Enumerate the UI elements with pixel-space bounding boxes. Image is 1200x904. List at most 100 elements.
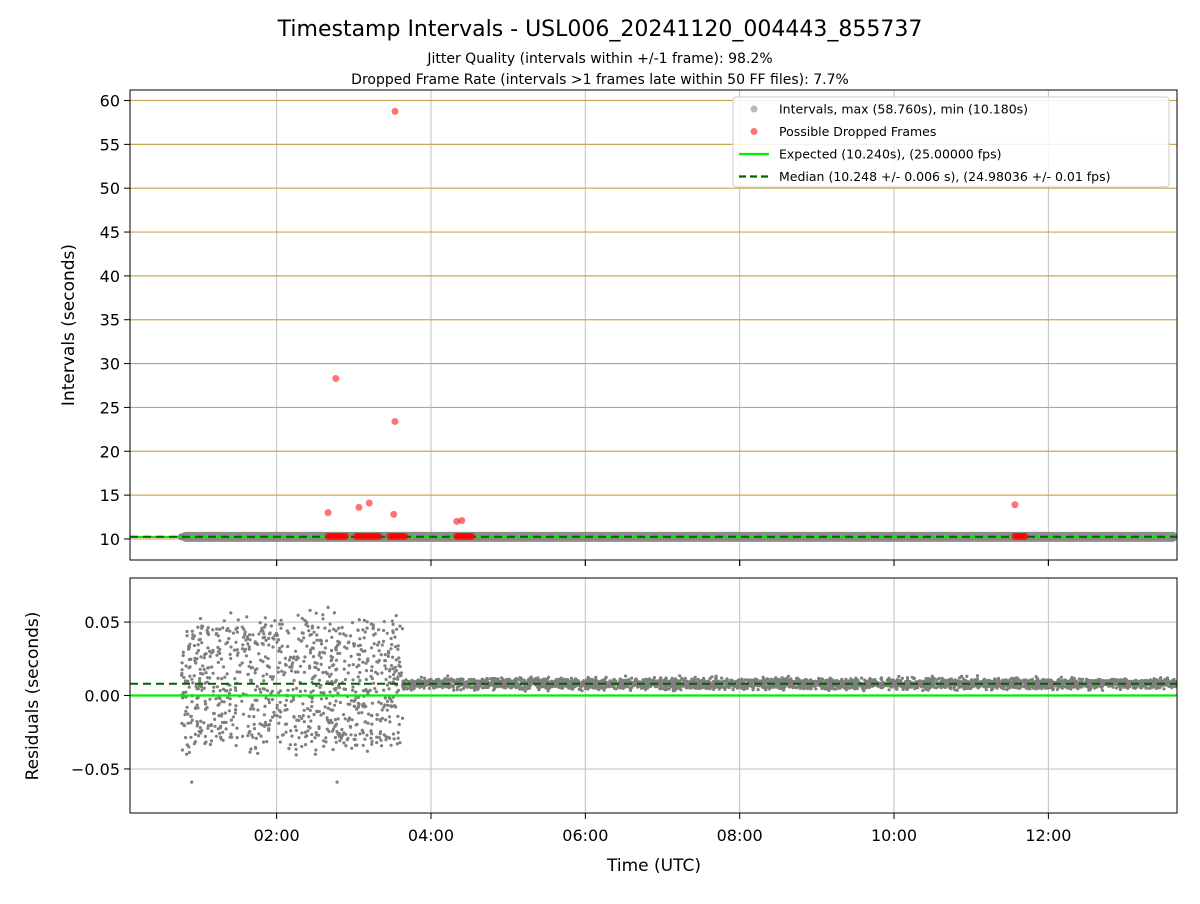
residual-point — [363, 704, 367, 708]
residual-point — [344, 634, 348, 638]
residual-point — [305, 644, 309, 648]
residual-point — [264, 696, 268, 700]
residual-point — [307, 715, 311, 719]
residual-point — [310, 739, 314, 744]
residual-point — [446, 677, 450, 682]
residual-point — [874, 680, 878, 684]
residual-point — [394, 614, 398, 618]
residual-point — [263, 655, 268, 659]
residual-point — [315, 633, 319, 637]
residual-point — [259, 658, 263, 662]
residual-point — [340, 727, 344, 732]
residual-point — [203, 681, 207, 685]
residual-point — [310, 695, 314, 700]
residual-point — [270, 715, 275, 719]
residual-point — [310, 732, 314, 737]
residual-point — [199, 731, 203, 735]
legend-entry-label: Possible Dropped Frames — [779, 124, 936, 139]
residual-point — [957, 676, 962, 680]
residual-point — [1081, 677, 1085, 681]
residual-point — [334, 723, 338, 727]
residual-point — [261, 642, 265, 647]
residual-point — [667, 687, 671, 691]
residual-point — [268, 675, 273, 679]
residual-point — [546, 678, 550, 682]
residual-point — [585, 684, 589, 689]
residual-point — [366, 691, 370, 695]
residual-point — [242, 635, 246, 640]
residual-point — [369, 669, 374, 673]
residual-point — [310, 700, 314, 704]
residual-point — [1067, 684, 1071, 688]
residual-point — [992, 684, 996, 688]
residual-point — [306, 707, 310, 711]
residual-point — [334, 658, 339, 662]
intervals-y-tick-label: 10 — [100, 530, 120, 549]
residual-point — [1172, 677, 1176, 682]
residual-point — [231, 723, 235, 727]
residual-point — [953, 688, 957, 692]
residual-point — [351, 678, 355, 682]
residual-point — [190, 677, 194, 681]
residual-point — [395, 742, 399, 746]
residual-point — [193, 706, 198, 711]
residual-point — [324, 740, 328, 744]
residual-point — [895, 684, 899, 689]
residual-point — [308, 726, 312, 730]
residual-point — [254, 746, 258, 751]
residual-point — [998, 684, 1003, 688]
dropped-frame-point — [365, 499, 373, 507]
residual-point — [943, 683, 947, 688]
residual-point — [209, 723, 213, 727]
residual-point — [397, 722, 401, 727]
residual-point — [235, 648, 239, 652]
residual-point — [352, 642, 357, 646]
residual-point — [192, 644, 196, 648]
residual-point — [327, 665, 331, 670]
residual-point — [203, 734, 207, 739]
residual-point — [814, 687, 818, 691]
residual-point — [228, 652, 232, 657]
residual-point — [1003, 679, 1007, 683]
residual-point — [210, 729, 214, 733]
residual-point — [455, 678, 459, 682]
residual-point — [304, 743, 308, 747]
residual-point — [1165, 676, 1170, 680]
dropped-frame-point — [401, 532, 409, 540]
residual-point — [302, 670, 306, 674]
residual-point — [550, 684, 555, 688]
residual-point — [346, 736, 350, 741]
residual-point — [297, 718, 301, 723]
residual-point — [455, 685, 459, 689]
residual-point — [559, 676, 563, 680]
residual-point — [319, 691, 323, 695]
residual-point — [240, 625, 244, 629]
residual-point — [996, 680, 1000, 684]
residual-point — [329, 672, 333, 676]
residual-point — [1076, 681, 1080, 685]
residual-point — [218, 731, 222, 736]
residual-point — [496, 677, 500, 681]
residual-point — [1028, 678, 1032, 683]
residual-point — [311, 646, 315, 651]
residual-point — [447, 686, 451, 690]
residual-point — [391, 631, 395, 635]
residual-point — [284, 730, 288, 734]
residual-point — [796, 676, 800, 681]
residual-point — [314, 611, 318, 615]
residual-point — [357, 702, 361, 706]
residual-point — [590, 677, 594, 682]
residual-point — [206, 632, 210, 636]
legend-marker-dropped — [750, 128, 758, 135]
residual-point — [338, 700, 342, 705]
residual-point — [349, 733, 353, 737]
residual-point — [383, 664, 387, 668]
residual-point — [390, 619, 394, 623]
residual-point — [318, 651, 322, 655]
residual-point — [712, 679, 716, 683]
residual-point — [365, 626, 369, 630]
residual-point — [762, 678, 766, 682]
residual-point — [267, 727, 271, 731]
residual-point — [383, 653, 387, 657]
residual-point — [384, 677, 388, 682]
